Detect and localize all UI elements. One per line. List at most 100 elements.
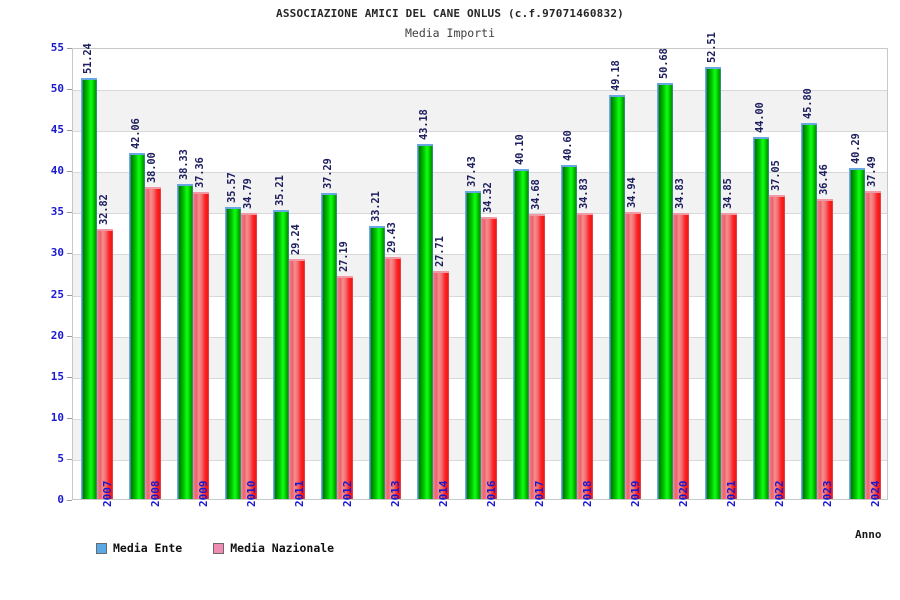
bar-media-nazionale[interactable] [481,216,497,499]
bar-media-nazionale[interactable] [769,194,785,499]
bar-media-nazionale[interactable] [817,199,833,499]
bar-media-ente[interactable] [561,165,577,499]
bar-media-ente[interactable] [81,77,97,499]
y-axis-tick-label: 35 [50,205,64,219]
y-axis-tick-mark [67,130,72,132]
x-axis-tick-label: 2022 [773,480,786,508]
x-axis-tick-label: 2024 [869,480,882,508]
bar-value-label: 37.05 [770,159,782,191]
x-axis-tick-label: 2023 [821,480,834,508]
bar-value-label: 49.18 [610,60,622,91]
x-axis-title: Anno [855,528,882,541]
bar-value-label: 44.00 [754,102,766,134]
x-axis-tick-label: 2010 [245,480,258,508]
bar-media-ente[interactable] [321,192,337,499]
x-axis-tick-label: 2008 [149,480,162,508]
x-axis-tick-label: 2016 [485,480,498,508]
bar-value-label: 35.57 [226,172,238,203]
y-axis-tick-mark [67,48,72,49]
bar-value-label: 33.21 [370,191,382,223]
bar-value-label: 27.71 [434,236,446,268]
bar-media-ente[interactable] [465,191,481,499]
y-axis-tick-label: 30 [50,246,64,260]
x-axis-tick-label: 2012 [341,480,354,508]
bar-value-label: 34.79 [242,178,254,210]
bar-media-ente[interactable] [801,122,817,499]
bar-media-nazionale[interactable] [193,191,209,499]
bar-media-nazionale[interactable] [529,214,545,499]
x-axis-tick-label: 2017 [533,480,546,508]
bar-media-ente[interactable] [129,153,145,499]
bar-media-ente[interactable] [177,184,193,499]
legend-swatch-media-nazionale [213,542,225,554]
bar-media-ente[interactable] [273,209,289,499]
bar-media-nazionale[interactable] [97,229,113,499]
bar-value-label: 37.49 [866,156,878,187]
bar-media-nazionale[interactable] [241,213,257,499]
bar-media-nazionale[interactable] [673,212,689,499]
bar-value-label: 38.33 [178,149,190,180]
y-axis-tick-label: 20 [50,328,64,342]
bar-media-ente[interactable] [657,82,673,499]
bar-value-label: 29.24 [290,224,302,255]
bar-media-ente[interactable] [225,206,241,499]
bar-media-ente[interactable] [609,94,625,499]
bar-media-nazionale[interactable] [433,271,449,499]
bar-value-label: 34.94 [626,177,638,208]
y-axis-tick-mark [67,376,72,378]
bar-media-nazionale[interactable] [721,212,737,499]
x-axis-tick-label: 2007 [101,480,114,508]
y-axis-tick-label: 0 [57,493,64,506]
grid-band [73,90,887,132]
bar-media-ente[interactable] [705,67,721,499]
chart-legend: Media Ente Media Nazionale [96,541,334,555]
bar-media-nazionale[interactable] [337,275,353,499]
bar-value-label: 32.82 [98,194,110,226]
x-axis-tick-label: 2018 [581,480,594,508]
bar-value-label: 37.29 [322,157,334,189]
bar-value-label: 52.51 [706,32,718,64]
bar-media-nazionale[interactable] [385,257,401,499]
y-axis-tick-label: 50 [50,82,64,96]
y-axis-tick-label: 45 [50,123,64,137]
y-axis-tick-mark [67,500,72,501]
bar-value-label: 27.19 [338,240,350,272]
bar-value-label: 42.06 [130,118,142,150]
plot-area: 51.24 32.82 42.06 38.00 38.33 37.36 35.57 34.79… [72,33,888,500]
bar-value-label: 40.10 [514,134,526,166]
bar-media-ente[interactable] [849,167,865,499]
legend-swatch-media-ente [96,542,107,554]
y-axis-tick-mark [67,458,72,460]
bar-value-label: 34.68 [530,179,542,210]
legend-label-media-ente: Media Ente [113,541,183,555]
bar-media-ente[interactable] [417,144,433,499]
x-axis-tick-label: 2019 [629,480,642,508]
bar-media-nazionale[interactable] [577,212,593,499]
bar-value-label: 36.46 [818,164,830,196]
bar-media-nazionale[interactable] [865,190,881,499]
legend-item-media-nazionale[interactable]: Media Nazionale [213,541,334,555]
y-axis-tick-label: 5 [57,451,64,465]
y-axis-tick-label: 25 [50,287,64,301]
y-axis-tick-mark [67,89,72,91]
x-axis-tick-label: 2013 [389,480,402,508]
bar-media-nazionale[interactable] [625,211,641,499]
bar-media-ente[interactable] [369,226,385,499]
bar-media-nazionale[interactable] [289,258,305,499]
bar-value-label: 35.21 [274,175,286,206]
y-axis-tick-label: 15 [50,369,64,383]
x-axis-tick-label: 2021 [725,480,738,508]
bar-media-nazionale[interactable] [145,186,161,499]
bar-media-ente[interactable] [753,137,769,499]
y-axis-tick-mark [67,171,72,173]
bar-media-ente[interactable] [513,169,529,499]
x-axis-tick-label: 2011 [293,480,306,508]
legend-item-media-ente[interactable]: Media Ente [96,541,182,555]
bar-value-label: 34.83 [674,178,686,209]
y-axis-tick-mark [67,212,72,214]
chart-title: ASSOCIAZIONE AMICI DEL CANE ONLUS (c.f.9… [276,7,624,20]
gridline [73,131,887,133]
bar-value-label: 50.68 [658,47,670,79]
gridline [73,172,887,174]
